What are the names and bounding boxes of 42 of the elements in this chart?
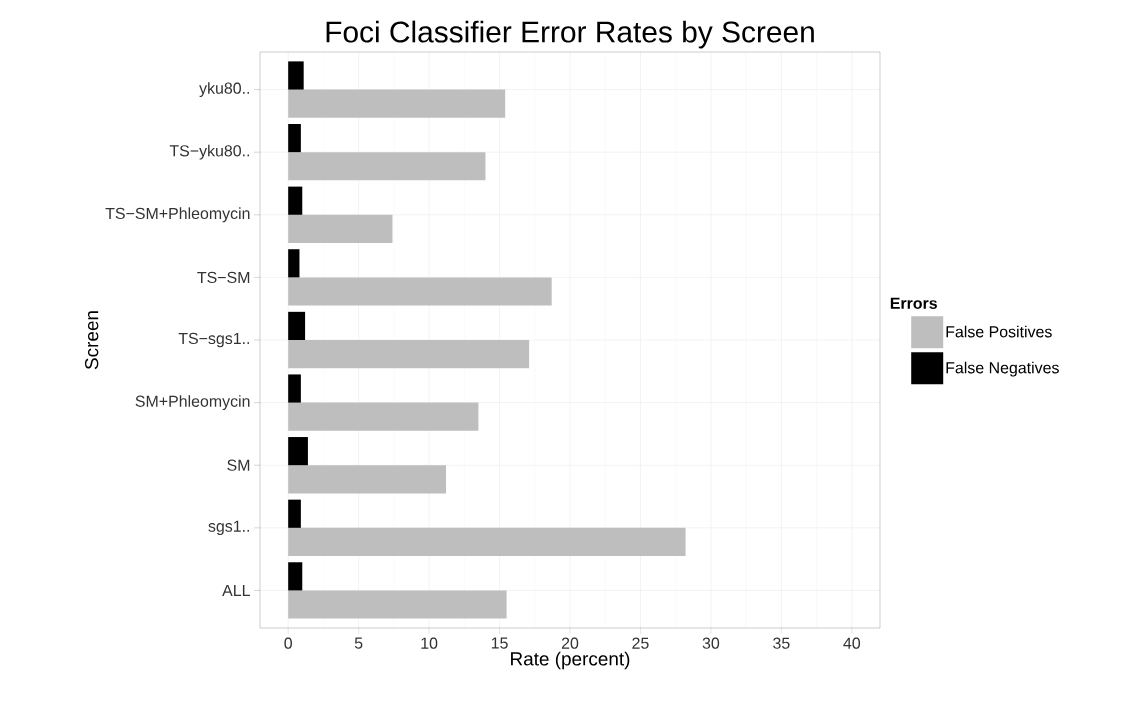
- x-tick-label: 20: [561, 637, 579, 649]
- chart-title: Foci Classifier Error Rates by Screen: [326, 20, 814, 49]
- y-tick-label: ALL: [222, 584, 250, 596]
- x-tick-label: 35: [773, 637, 790, 649]
- bar: [288, 89, 506, 118]
- bar: [288, 186, 303, 215]
- bar: [288, 152, 486, 181]
- x-tick-label: 40: [843, 637, 861, 649]
- x-axis-title: Rate (percent): [511, 651, 630, 670]
- x-tick-label: 25: [632, 637, 649, 649]
- bar: [288, 61, 304, 90]
- y-tick-label: SM: [227, 459, 250, 471]
- legend-label: False Positives: [946, 325, 1052, 338]
- bar: [288, 311, 306, 340]
- x-tick-label: 5: [354, 637, 363, 649]
- bar: [288, 437, 308, 466]
- y-tick-label: sgs1..: [208, 520, 250, 535]
- x-tick-label: 0: [284, 637, 292, 649]
- y-tick-label: yku80..: [199, 82, 250, 97]
- bar: [288, 277, 552, 306]
- legend-label: False Negatives: [946, 361, 1059, 377]
- x-tick-label: 15: [491, 637, 508, 649]
- legend-title: Errors: [890, 297, 937, 309]
- bar: [288, 527, 686, 557]
- bar: [288, 402, 479, 431]
- bar: [288, 374, 301, 403]
- x-tick-label: 10: [421, 637, 438, 649]
- y-tick-label: TS−SM+Phleomycin: [105, 207, 250, 223]
- bar: [288, 499, 301, 528]
- x-tick-label: 30: [702, 637, 720, 649]
- y-tick-label: TS−sgs1..: [178, 332, 250, 348]
- y-tick-label: TS−yku80..: [169, 144, 250, 160]
- bar: [288, 562, 303, 591]
- y-tick-label: SM+Phleomycin: [135, 395, 250, 411]
- bar: [288, 214, 393, 243]
- y-axis-title: Screen: [84, 311, 99, 370]
- bar: [288, 590, 507, 619]
- y-tick-label: TS−SM: [197, 271, 250, 284]
- bar: [288, 340, 530, 369]
- bar: [288, 124, 301, 153]
- bar: [288, 249, 300, 278]
- bar: [288, 465, 446, 494]
